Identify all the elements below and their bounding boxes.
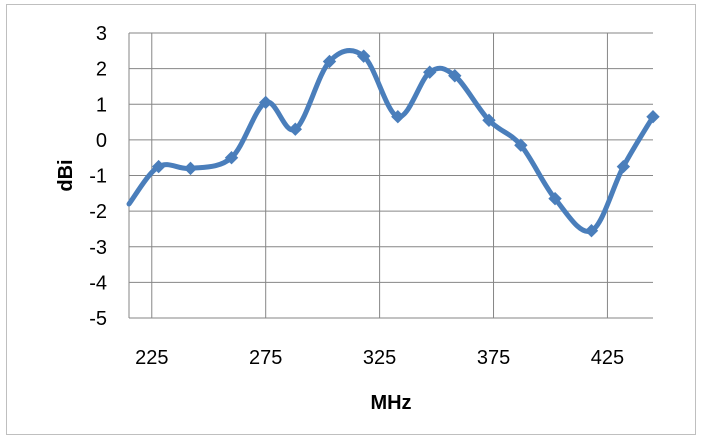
- y-tick-label: 3: [96, 23, 107, 45]
- data-point-marker: [482, 113, 496, 127]
- y-tick-label: -2: [89, 201, 107, 223]
- data-point-marker: [258, 95, 273, 110]
- data-point-marker: [423, 65, 437, 79]
- data-point-marker: [448, 69, 462, 83]
- y-tick-label: -5: [89, 308, 107, 330]
- data-point-marker: [151, 159, 166, 174]
- data-point-marker: [322, 54, 337, 69]
- x-tick-label: 375: [477, 347, 510, 369]
- y-axis-ticks: 3 2 1 0 -1 -2 -3 -4 -5: [89, 23, 107, 330]
- x-tick-label: 225: [135, 347, 168, 369]
- data-point-marker: [356, 49, 371, 63]
- data-point-marker: [548, 191, 562, 206]
- y-tick-label: 2: [96, 59, 107, 81]
- y-tick-label: 1: [96, 94, 107, 116]
- x-tick-label: 275: [249, 347, 282, 369]
- grid: [128, 32, 653, 319]
- data-point-marker: [288, 122, 303, 136]
- x-axis-ticks: 225 275 325 375 425: [135, 347, 624, 369]
- series-layer: [126, 48, 660, 238]
- data-point-marker: [616, 159, 631, 174]
- data-point-marker: [183, 161, 198, 176]
- data-point-marker: [646, 110, 660, 124]
- y-axis-title: dBi: [55, 159, 77, 191]
- x-tick-label: 425: [591, 347, 624, 369]
- y-tick-label: 0: [96, 130, 107, 152]
- x-axis-title: MHz: [370, 392, 411, 414]
- y-tick-label: -4: [89, 272, 107, 294]
- y-tick-label: -3: [89, 237, 107, 259]
- chart-frame: [6, 4, 696, 435]
- y-tick-label: -1: [89, 166, 107, 188]
- series-line: [126, 48, 656, 234]
- data-point-marker: [224, 150, 239, 165]
- x-tick-label: 325: [363, 347, 396, 369]
- data-point-marker: [514, 138, 528, 152]
- data-point-marker: [584, 224, 599, 238]
- data-point-marker: [391, 110, 405, 124]
